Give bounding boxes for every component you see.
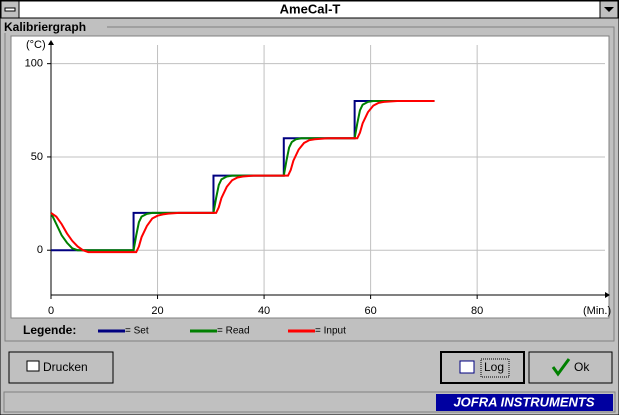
button-frame — [528, 351, 613, 384]
legend-title: Legende: — [23, 323, 76, 337]
group-box — [4, 26, 615, 342]
group-label: Kalibriergraph — [4, 20, 86, 34]
legend-label: = Input — [315, 326, 346, 337]
series-line — [50, 99, 435, 252]
x-axis-label: (Min.) — [583, 305, 611, 317]
chart: 0 20 40 60 80 0 50 100 (°C) (Min.) = Set = Read = In… — [25, 39, 611, 337]
button-label: Log — [484, 360, 504, 374]
window-title: AmeCal-T — [280, 1, 341, 16]
focus-rect — [480, 358, 510, 378]
y-tick-label: 0 — [37, 244, 43, 256]
button-frame — [440, 351, 525, 384]
legend-label: = Read — [217, 326, 250, 337]
brand: JOFRA INSTRUMENTS — [453, 394, 594, 409]
minimize-icon — [604, 7, 614, 12]
ok-button[interactable]: Ok — [528, 351, 613, 384]
button-label: Drucken — [43, 360, 88, 374]
y-tick-label: 50 — [31, 151, 43, 163]
y-axis-label: (°C) — [26, 39, 46, 51]
system-menu-icon — [4, 7, 16, 12]
x-tick-label: 60 — [364, 305, 376, 317]
log-button[interactable]: Log — [440, 351, 525, 384]
button-label: Ok — [574, 360, 590, 374]
x-tick-label: 0 — [48, 305, 54, 317]
y-arrow — [48, 40, 54, 45]
group-label-bg — [3, 21, 107, 33]
x-arrow — [605, 292, 610, 298]
x-tick-label: 40 — [258, 305, 270, 317]
printer-icon — [26, 360, 40, 372]
y-tick-label: 100 — [25, 58, 43, 70]
series-line — [50, 99, 435, 254]
check-icon — [551, 358, 571, 377]
brand-bg — [436, 394, 613, 411]
plot-area — [10, 35, 610, 319]
button-frame — [8, 351, 114, 384]
print-button[interactable]: Drucken — [8, 351, 114, 384]
x-tick-label: 20 — [151, 305, 163, 317]
log-icon — [459, 360, 475, 374]
x-tick-label: 80 — [471, 305, 483, 317]
legend-label: = Set — [125, 326, 149, 337]
